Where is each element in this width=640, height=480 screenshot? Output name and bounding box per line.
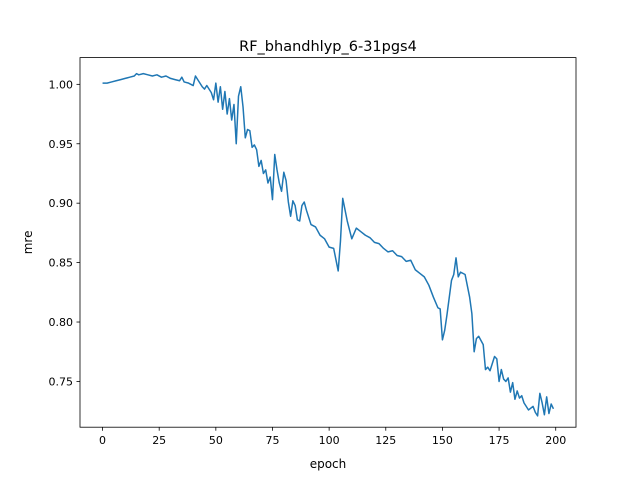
x-axis-label: epoch [310,457,347,471]
axis-ticks: 0 25 50 75 100 125 150 175 200 0.75 0.80 0.85 0.90 0.… [49,78,567,447]
x-tick-label: 50 [209,434,223,447]
y-axis-label: mre [21,231,35,255]
y-tick-label: 0.90 [49,197,74,210]
x-tick-label: 100 [319,434,340,447]
y-tick-label: 0.95 [49,138,74,151]
y-tick-label: 1.00 [49,78,74,91]
y-tick-label: 0.75 [49,375,74,388]
plot-frame [79,57,577,428]
x-tick-label: 200 [545,434,566,447]
x-tick-label: 150 [432,434,453,447]
y-tick-label: 0.80 [49,316,74,329]
x-tick-label: 125 [375,434,396,447]
x-tick-label: 0 [99,434,106,447]
series-line [102,72,555,417]
chart-title: RF_bhandhlyp_6-31pgs4 [239,39,417,55]
x-tick-label: 175 [489,434,510,447]
y-tick-label: 0.85 [49,257,74,270]
x-tick-label: 25 [152,434,166,447]
x-tick-label: 75 [265,434,279,447]
